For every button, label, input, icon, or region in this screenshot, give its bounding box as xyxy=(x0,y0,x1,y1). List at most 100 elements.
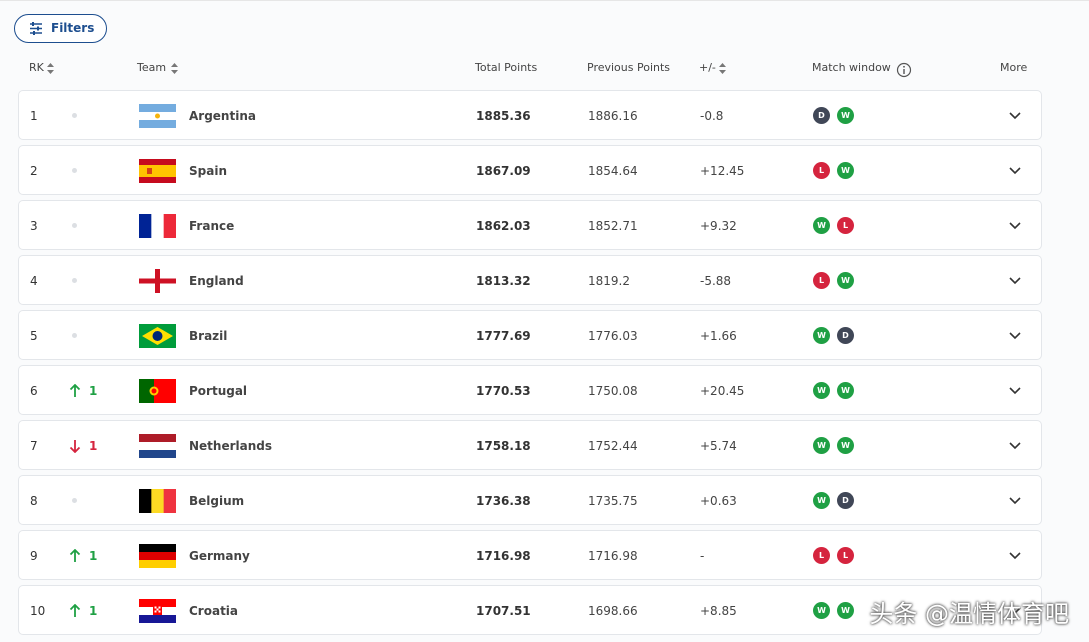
previous-points: 1698.66 xyxy=(588,604,638,618)
ranking-row[interactable]: 5 Brazil 1777.69 1776.03 +1.66 W D xyxy=(18,310,1042,360)
match-result: L xyxy=(837,547,854,564)
header-total: Total Points xyxy=(475,61,538,74)
team-name: Belgium xyxy=(189,494,245,508)
expand-chevron[interactable] xyxy=(1009,607,1021,615)
change-arrow xyxy=(69,604,81,617)
rank: 7 xyxy=(30,439,38,453)
filter-icon xyxy=(30,22,42,35)
match-result: W xyxy=(813,437,830,454)
rank: 1 xyxy=(30,109,38,123)
expand-chevron[interactable] xyxy=(1009,222,1021,230)
flag xyxy=(139,599,176,623)
flag xyxy=(139,324,176,348)
ranking-row[interactable]: 8 Belgium 1736.38 1735.75 +0.63 W D xyxy=(18,475,1042,525)
expand-chevron[interactable] xyxy=(1009,332,1021,340)
match-result: D xyxy=(837,327,854,344)
total-points: 1885.36 xyxy=(476,109,531,123)
points-diff: +0.63 xyxy=(700,494,737,508)
sort-icon xyxy=(171,63,178,74)
header-more: More xyxy=(1000,61,1028,74)
match-result: D xyxy=(837,492,854,509)
no-change-dot xyxy=(72,113,77,118)
expand-chevron[interactable] xyxy=(1009,442,1021,450)
previous-points: 1852.71 xyxy=(588,219,638,233)
team-name: England xyxy=(189,274,244,288)
total-points: 1867.09 xyxy=(476,164,531,178)
total-points: 1813.32 xyxy=(476,274,531,288)
change-arrow xyxy=(69,440,81,453)
ranking-row[interactable]: 2 Spain 1867.09 1854.64 +12.45 L W xyxy=(18,145,1042,195)
sort-icon xyxy=(47,63,54,74)
match-result: W xyxy=(813,602,830,619)
team-name: Croatia xyxy=(189,604,239,618)
expand-chevron[interactable] xyxy=(1009,277,1021,285)
no-change-dot xyxy=(72,333,77,338)
top-border xyxy=(0,0,1089,1)
points-diff: -5.88 xyxy=(700,274,732,288)
change-arrow xyxy=(69,549,81,562)
ranking-row[interactable]: 7 1 Netherlands 1758.18 1752.44 +5.74 W W xyxy=(18,420,1042,470)
previous-points: 1854.64 xyxy=(588,164,638,178)
no-change-dot xyxy=(72,223,77,228)
points-diff: +8.85 xyxy=(700,604,737,618)
ranking-row[interactable]: 3 France 1862.03 1852.71 +9.32 W L xyxy=(18,200,1042,250)
match-result: W xyxy=(837,107,854,124)
expand-chevron[interactable] xyxy=(1009,167,1021,175)
header-window: Match window xyxy=(812,61,891,74)
rank: 8 xyxy=(30,494,38,508)
sort-icon xyxy=(719,63,726,74)
total-points: 1716.98 xyxy=(476,549,531,563)
expand-chevron[interactable] xyxy=(1009,552,1021,560)
points-diff: +20.45 xyxy=(700,384,745,398)
rank: 3 xyxy=(30,219,38,233)
rank: 6 xyxy=(30,384,38,398)
team-name: Portugal xyxy=(189,384,248,398)
ranking-row[interactable]: 6 1 Portugal 1770.53 1750.08 +20.45 W W xyxy=(18,365,1042,415)
ranking-row[interactable]: 9 1 Germany 1716.98 1716.98 - L L xyxy=(18,530,1042,580)
total-points: 1777.69 xyxy=(476,329,531,343)
header-diff[interactable]: +/- xyxy=(699,61,716,74)
points-diff: - xyxy=(700,549,705,563)
ranking-row[interactable]: 1 Argentina 1885.36 1886.16 -0.8 D W xyxy=(18,90,1042,140)
header-rank[interactable]: RK xyxy=(29,61,44,74)
flag xyxy=(139,379,176,403)
change-value: 1 xyxy=(89,384,98,398)
match-result: W xyxy=(813,382,830,399)
flag xyxy=(139,434,176,458)
expand-chevron[interactable] xyxy=(1009,112,1021,120)
previous-points: 1716.98 xyxy=(588,549,638,563)
total-points: 1862.03 xyxy=(476,219,531,233)
flag xyxy=(139,544,176,568)
filters-button[interactable]: Filters xyxy=(14,14,107,43)
match-result: D xyxy=(813,107,830,124)
watermark: 头条 @温情体育吧 xyxy=(869,600,1069,628)
ranking-row[interactable]: 10 1 Croatia 1707.51 1698.66 +8.85 W W xyxy=(18,585,1042,635)
flag xyxy=(139,214,176,238)
points-diff: +1.66 xyxy=(700,329,737,343)
total-points: 1758.18 xyxy=(476,439,531,453)
ranking-row[interactable]: 4 England 1813.32 1819.2 -5.88 L W xyxy=(18,255,1042,305)
previous-points: 1819.2 xyxy=(588,274,630,288)
previous-points: 1750.08 xyxy=(588,384,638,398)
change-value: 1 xyxy=(89,604,98,618)
match-result: W xyxy=(837,162,854,179)
match-result: L xyxy=(813,547,830,564)
header-team[interactable]: Team xyxy=(137,61,167,74)
match-result: W xyxy=(837,382,854,399)
previous-points: 1735.75 xyxy=(588,494,638,508)
match-result: W xyxy=(837,602,854,619)
info-icon[interactable] xyxy=(896,62,912,78)
rank: 5 xyxy=(30,329,38,343)
match-result: W xyxy=(813,327,830,344)
match-result: W xyxy=(837,272,854,289)
match-result: W xyxy=(837,437,854,454)
rank: 10 xyxy=(30,604,46,618)
expand-chevron[interactable] xyxy=(1009,387,1021,395)
change-value: 1 xyxy=(89,439,98,453)
previous-points: 1752.44 xyxy=(588,439,638,453)
team-name: Argentina xyxy=(189,109,256,123)
expand-chevron[interactable] xyxy=(1009,497,1021,505)
change-value: 1 xyxy=(89,549,98,563)
match-result: W xyxy=(813,492,830,509)
